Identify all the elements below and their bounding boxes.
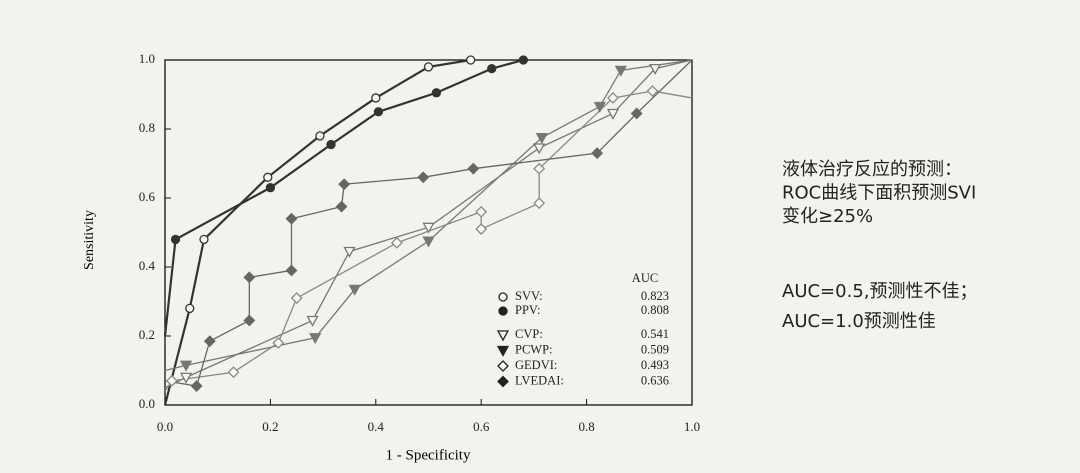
point [306, 315, 319, 327]
legend-auc: 0.808 [641, 303, 669, 317]
point [466, 55, 476, 65]
x-tick-label: 0.8 [578, 419, 594, 434]
legend-label: SVV: [515, 289, 543, 303]
legend-label: PCWP: [515, 342, 553, 356]
point [630, 107, 643, 120]
x-tick-label: 0.0 [157, 419, 173, 434]
annotation: 变化≥25% [782, 206, 873, 227]
point [179, 372, 193, 384]
legend-label: GEDVI: [515, 358, 557, 372]
y-tick-label: 0.6 [139, 189, 156, 204]
point [607, 92, 619, 104]
y-tick-label: 1.0 [139, 51, 155, 66]
legend-marker [498, 306, 508, 316]
roc-line [163, 58, 471, 406]
point [606, 108, 620, 120]
point [179, 360, 193, 372]
legend-marker [496, 345, 510, 357]
point [373, 107, 384, 117]
point [199, 234, 209, 245]
y-tick-label: 0.0 [139, 396, 155, 411]
point [371, 93, 381, 103]
point [533, 162, 546, 175]
legend-auc: 0.636 [641, 373, 669, 387]
point [203, 335, 216, 348]
legend-title: AUC [632, 271, 658, 285]
point [533, 143, 546, 155]
annotation: ROC曲线下面积预测SVI [782, 183, 976, 204]
point [422, 222, 435, 234]
legend-auc: 0.823 [641, 289, 669, 303]
legend-auc: 0.493 [641, 358, 669, 372]
y-tick-label: 0.8 [139, 120, 155, 135]
legend-marker [497, 375, 509, 388]
x-tick-label: 0.6 [473, 419, 490, 434]
point [390, 236, 403, 249]
y-tick-label: 0.2 [139, 327, 155, 342]
point [263, 172, 273, 182]
point [533, 197, 546, 210]
point [165, 374, 178, 387]
annotation: 液体治疗反应的预测： [782, 159, 962, 180]
x-axis-label: 1 - Specificity [386, 447, 471, 463]
legend-label: PPV: [515, 303, 540, 317]
point [243, 314, 256, 327]
point [646, 85, 659, 97]
point [243, 271, 256, 284]
annotation: AUC=1.0预测性佳 [782, 311, 936, 332]
legend-auc: 0.541 [641, 327, 669, 341]
point [348, 284, 361, 296]
x-tick-label: 0.4 [368, 419, 385, 434]
point [535, 132, 548, 144]
point [422, 236, 435, 248]
point [343, 246, 356, 258]
point [593, 101, 606, 113]
point [315, 131, 325, 141]
point [338, 178, 351, 191]
point [591, 147, 604, 160]
x-tick-label: 1.0 [684, 419, 700, 434]
roc-line [164, 59, 693, 387]
roc-line [163, 58, 524, 337]
x-tick-label: 0.2 [262, 419, 278, 434]
point [227, 366, 240, 379]
point [285, 264, 298, 277]
legend-label: LVEDAI: [515, 373, 564, 387]
point [475, 205, 488, 218]
legend-label: CVP: [515, 327, 543, 341]
point [335, 200, 348, 213]
legend-marker [497, 360, 509, 372]
annotation: AUC=0.5,预测性不佳； [782, 281, 978, 302]
point [417, 171, 430, 184]
point [614, 65, 627, 77]
y-tick-label: 0.4 [139, 258, 156, 273]
legend-marker [496, 330, 510, 342]
point [290, 292, 303, 304]
point [518, 55, 529, 65]
point [309, 333, 322, 345]
legend-marker [498, 292, 508, 302]
point [185, 303, 195, 314]
point [487, 63, 497, 74]
point [170, 234, 181, 245]
point [467, 162, 480, 175]
point [423, 62, 434, 72]
point [326, 139, 336, 150]
point [475, 223, 488, 235]
point [190, 380, 203, 392]
point [649, 63, 662, 75]
plot-frame [164, 59, 693, 406]
point [285, 212, 298, 225]
legend-auc: 0.509 [641, 342, 669, 356]
point [431, 88, 442, 98]
point [272, 336, 285, 349]
point [265, 182, 276, 193]
y-axis-label: Sensitivity [82, 210, 97, 270]
